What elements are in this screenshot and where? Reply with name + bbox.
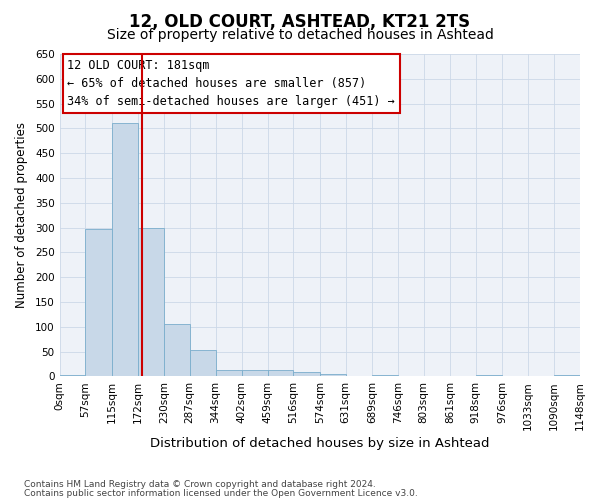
Text: Contains public sector information licensed under the Open Government Licence v3: Contains public sector information licen… — [24, 489, 418, 498]
Text: 12, OLD COURT, ASHTEAD, KT21 2TS: 12, OLD COURT, ASHTEAD, KT21 2TS — [130, 12, 470, 30]
Text: Contains HM Land Registry data © Crown copyright and database right 2024.: Contains HM Land Registry data © Crown c… — [24, 480, 376, 489]
Bar — [190, 350, 215, 376]
Bar — [242, 370, 268, 376]
Bar — [372, 375, 398, 376]
Bar — [293, 372, 320, 376]
Bar — [320, 374, 346, 376]
Bar — [215, 370, 242, 376]
Bar — [59, 375, 85, 376]
Text: 12 OLD COURT: 181sqm
← 65% of detached houses are smaller (857)
34% of semi-deta: 12 OLD COURT: 181sqm ← 65% of detached h… — [67, 59, 395, 108]
Bar — [137, 228, 164, 376]
Bar — [164, 324, 190, 376]
Bar — [112, 124, 137, 376]
Bar — [268, 370, 293, 376]
Y-axis label: Number of detached properties: Number of detached properties — [15, 122, 28, 308]
Bar — [85, 228, 112, 376]
X-axis label: Distribution of detached houses by size in Ashtead: Distribution of detached houses by size … — [150, 437, 490, 450]
Text: Size of property relative to detached houses in Ashtead: Size of property relative to detached ho… — [107, 28, 493, 42]
